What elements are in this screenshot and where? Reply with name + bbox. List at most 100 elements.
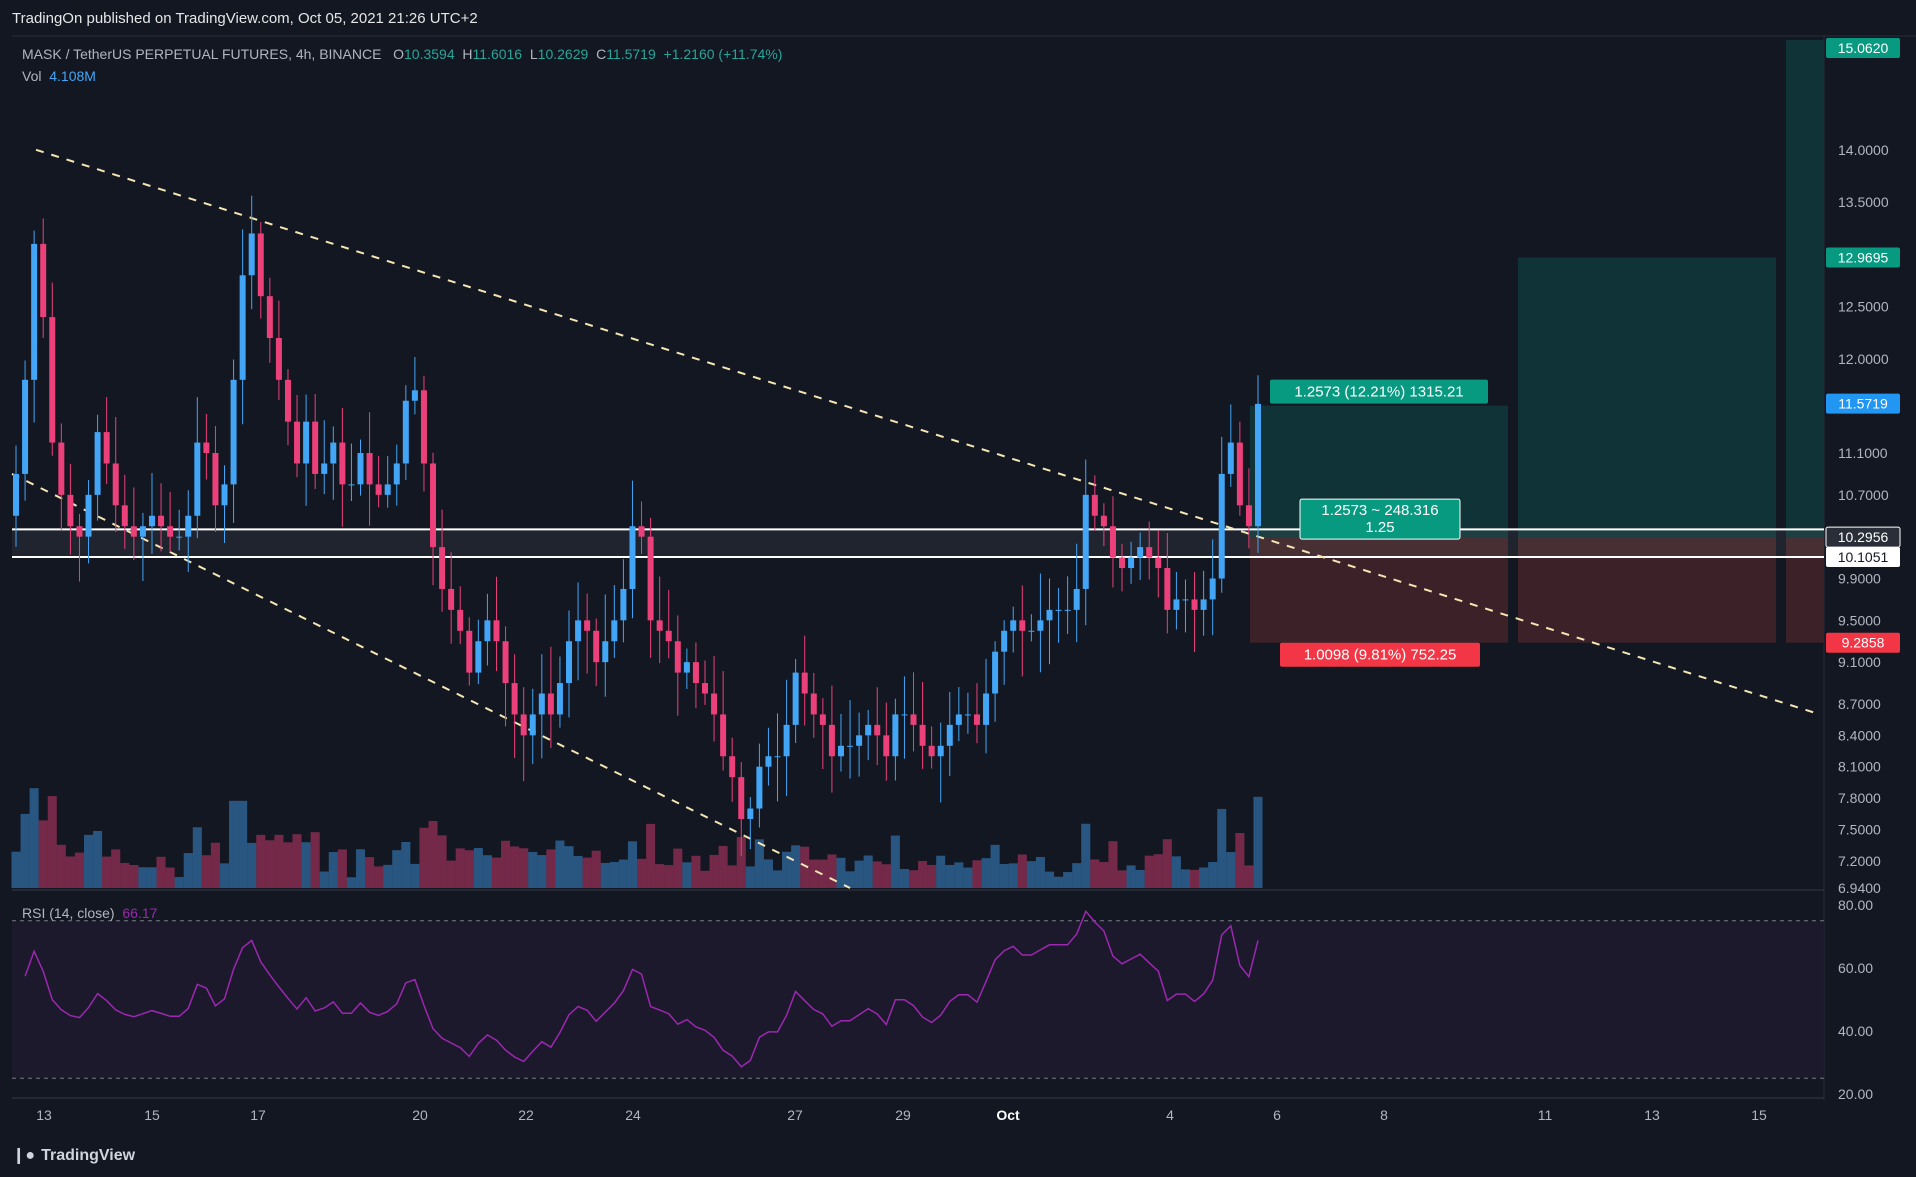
candle[interactable]: [221, 484, 228, 506]
candle[interactable]: [992, 651, 999, 694]
candle[interactable]: [928, 745, 935, 757]
candle[interactable]: [1137, 547, 1144, 558]
candle[interactable]: [103, 432, 110, 464]
candle[interactable]: [58, 442, 65, 495]
lower-trendline[interactable]: [11, 473, 851, 889]
candle[interactable]: [502, 641, 509, 684]
candle[interactable]: [294, 421, 301, 464]
candle[interactable]: [1255, 403, 1261, 527]
candle[interactable]: [330, 442, 337, 464]
candle[interactable]: [946, 724, 953, 746]
candle[interactable]: [1200, 599, 1207, 610]
candle[interactable]: [1236, 442, 1243, 506]
candle[interactable]: [303, 421, 310, 464]
candle[interactable]: [575, 620, 582, 642]
candle[interactable]: [556, 683, 563, 715]
candle[interactable]: [1119, 557, 1126, 569]
candle[interactable]: [919, 724, 926, 746]
candle[interactable]: [1001, 630, 1008, 652]
candle[interactable]: [420, 390, 427, 464]
candle[interactable]: [801, 672, 808, 694]
candle[interactable]: [67, 494, 74, 527]
candle[interactable]: [312, 421, 319, 474]
candle[interactable]: [212, 453, 219, 506]
candle[interactable]: [638, 526, 645, 537]
candle[interactable]: [257, 233, 264, 297]
candle[interactable]: [701, 683, 708, 694]
candle[interactable]: [1209, 578, 1216, 600]
candle[interactable]: [720, 714, 727, 757]
candle[interactable]: [683, 662, 690, 673]
candle[interactable]: [375, 484, 382, 495]
candle[interactable]: [1010, 620, 1017, 631]
candle[interactable]: [112, 463, 119, 506]
candle[interactable]: [1064, 609, 1071, 611]
candle[interactable]: [1100, 515, 1107, 527]
candle[interactable]: [484, 620, 491, 642]
candle[interactable]: [756, 766, 763, 809]
candle[interactable]: [1128, 557, 1135, 569]
candle[interactable]: [602, 641, 609, 663]
candle[interactable]: [1028, 630, 1035, 632]
candle[interactable]: [493, 620, 500, 642]
candle[interactable]: [1109, 526, 1116, 558]
candle[interactable]: [284, 379, 291, 422]
candle[interactable]: [1227, 442, 1234, 474]
upper-trendline[interactable]: [35, 148, 1821, 716]
symbol-name[interactable]: MASK / TetherUS PERPETUAL FUTURES, 4h, B…: [22, 46, 382, 62]
candle[interactable]: [847, 745, 854, 747]
candle[interactable]: [738, 777, 745, 819]
candle[interactable]: [792, 672, 799, 725]
candle[interactable]: [892, 714, 899, 757]
candle[interactable]: [1218, 473, 1225, 579]
candle[interactable]: [883, 735, 890, 757]
profit-label[interactable]: 1.2573 (12.21%) 1315.21: [1270, 379, 1488, 404]
candle[interactable]: [729, 756, 736, 778]
candle[interactable]: [49, 317, 56, 443]
price-label-stop[interactable]: 9.2858: [1826, 632, 1900, 653]
candle[interactable]: [430, 463, 437, 548]
candle[interactable]: [411, 390, 418, 401]
candle[interactable]: [774, 756, 781, 758]
candle[interactable]: [511, 683, 518, 715]
candle[interactable]: [1019, 620, 1026, 631]
candle[interactable]: [629, 526, 636, 589]
candle[interactable]: [1164, 568, 1171, 610]
candle[interactable]: [348, 484, 355, 486]
candle[interactable]: [910, 714, 917, 725]
candle[interactable]: [665, 630, 672, 642]
candle[interactable]: [964, 714, 971, 716]
candle[interactable]: [584, 620, 591, 631]
candle[interactable]: [874, 724, 881, 736]
candle[interactable]: [76, 526, 83, 537]
candle[interactable]: [520, 714, 527, 736]
candle[interactable]: [711, 693, 718, 715]
candle[interactable]: [1091, 494, 1098, 516]
candle[interactable]: [973, 714, 980, 725]
candle[interactable]: [856, 735, 863, 746]
candle[interactable]: [983, 693, 990, 725]
candle[interactable]: [457, 609, 464, 631]
candle[interactable]: [1055, 609, 1062, 611]
candle[interactable]: [203, 442, 210, 454]
candle[interactable]: [275, 338, 282, 380]
price-label-last[interactable]: 11.5719: [1826, 393, 1900, 414]
candle[interactable]: [176, 536, 183, 538]
candle[interactable]: [230, 379, 237, 485]
candle[interactable]: [31, 243, 38, 380]
candle[interactable]: [185, 515, 192, 537]
candle[interactable]: [955, 714, 962, 725]
rsi-line[interactable]: [24, 909, 1259, 1068]
candle[interactable]: [393, 463, 400, 485]
candle[interactable]: [692, 662, 699, 684]
candle[interactable]: [475, 641, 482, 673]
vol-label[interactable]: Vol: [22, 68, 42, 84]
candle[interactable]: [593, 630, 600, 663]
candle[interactable]: [85, 494, 92, 537]
candle[interactable]: [674, 641, 681, 673]
candle[interactable]: [94, 432, 101, 495]
candle[interactable]: [366, 453, 373, 485]
candle[interactable]: [1146, 547, 1153, 558]
rsi-legend[interactable]: RSI (14, close) 66.17: [22, 905, 157, 921]
